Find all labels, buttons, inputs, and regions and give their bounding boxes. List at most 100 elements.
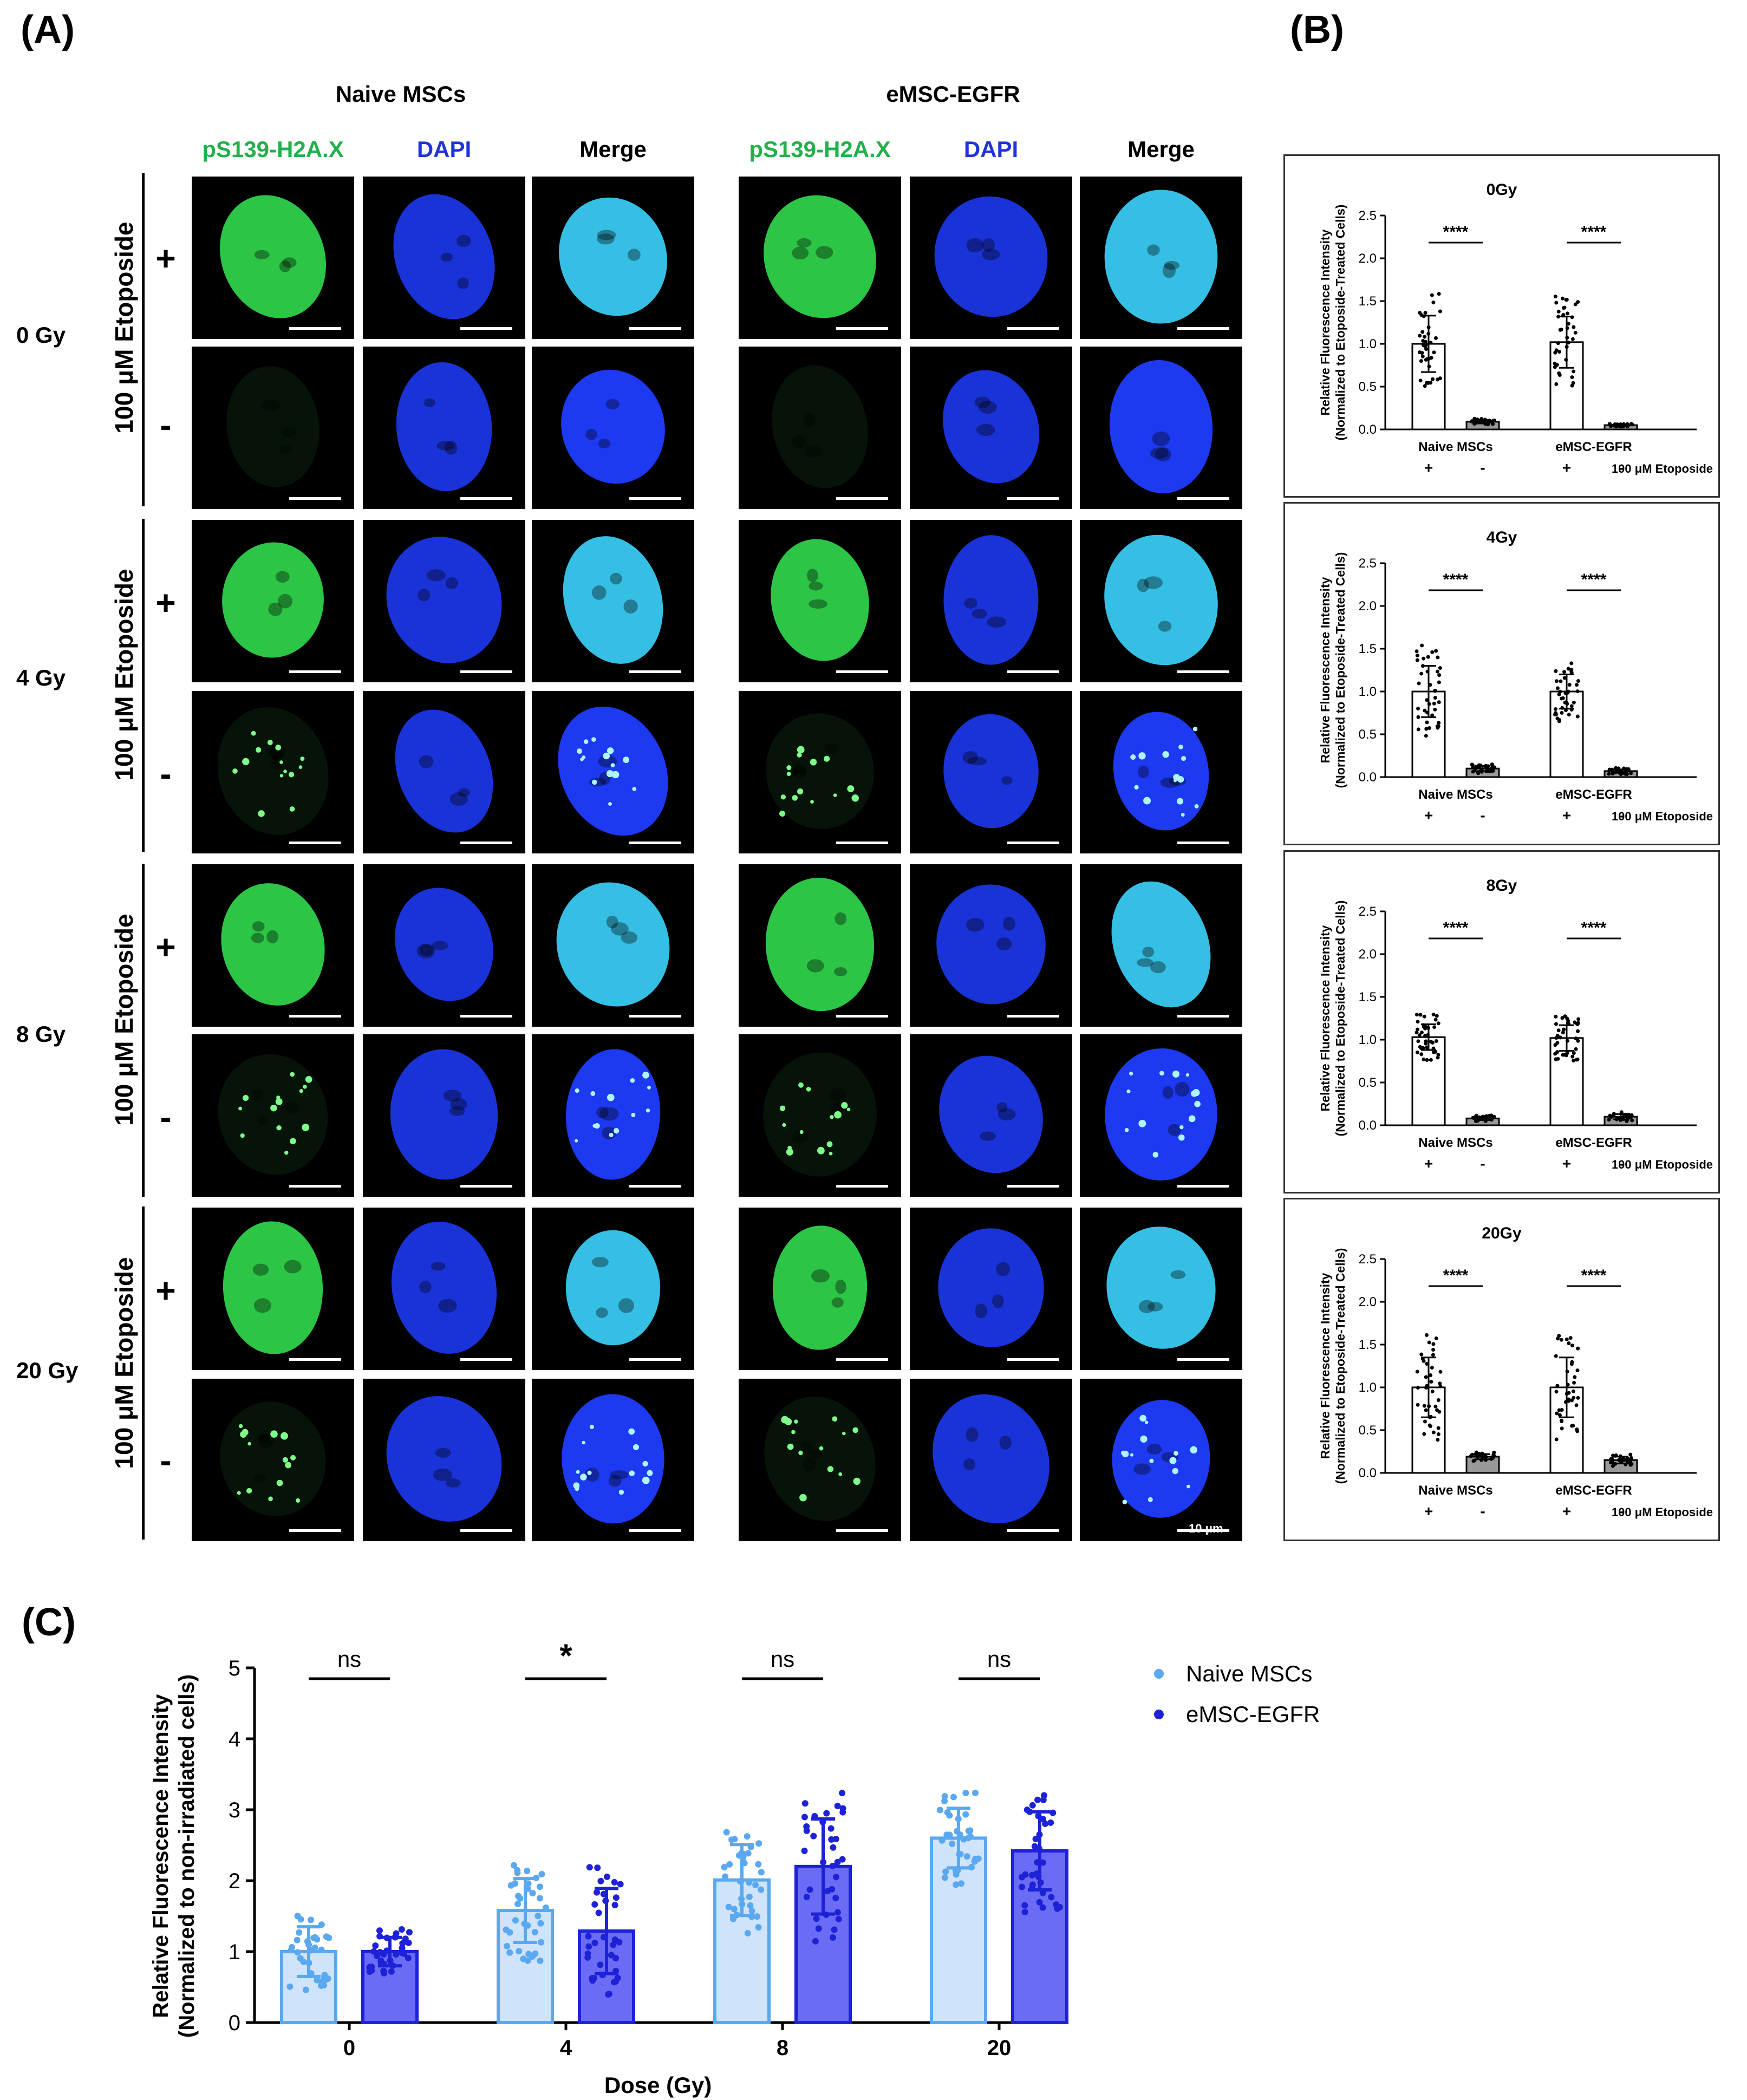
nucleolus xyxy=(966,1427,979,1442)
micrograph-tile xyxy=(363,177,525,339)
data-point xyxy=(1575,1429,1580,1433)
nucleolus xyxy=(804,445,822,458)
data-point xyxy=(834,1803,841,1810)
y-tick-label: 0.0 xyxy=(1359,1466,1377,1481)
dna-damage-focus xyxy=(853,1477,861,1485)
nucleolus xyxy=(599,1107,619,1121)
dna-damage-focus xyxy=(798,1082,804,1088)
data-point xyxy=(1559,1338,1563,1342)
data-point xyxy=(1430,650,1435,654)
data-point xyxy=(1565,1337,1569,1341)
dna-damage-focus xyxy=(575,1088,579,1093)
data-point xyxy=(1554,1390,1559,1394)
data-point xyxy=(594,1864,601,1871)
data-point xyxy=(605,1991,612,1998)
data-point xyxy=(1572,369,1576,374)
micrograph-tile xyxy=(1080,691,1242,853)
data-point xyxy=(723,1829,730,1836)
significance-marker: **** xyxy=(1581,919,1607,937)
y-axis-label-line: (Normalized to non-irradiated cells) xyxy=(175,1674,199,2038)
micrograph-tile xyxy=(532,1379,694,1541)
dna-damage-focus xyxy=(1139,1414,1147,1422)
data-point xyxy=(591,1901,598,1908)
data-point xyxy=(376,1927,383,1934)
data-point xyxy=(1417,1033,1422,1038)
data-point xyxy=(538,1939,545,1946)
data-point xyxy=(529,1890,536,1897)
y-axis-label-line: Relative Fluorescence Intensity xyxy=(1318,1273,1332,1459)
dna-damage-focus xyxy=(642,1460,648,1467)
data-point xyxy=(1419,1031,1424,1035)
data-point xyxy=(591,1939,598,1946)
micrograph-tile xyxy=(739,1208,901,1370)
data-point xyxy=(1420,354,1425,358)
data-point xyxy=(1430,293,1434,297)
nucleus xyxy=(764,1397,876,1521)
significance-marker: ns xyxy=(771,1646,794,1672)
dna-damage-focus xyxy=(623,756,630,764)
data-point xyxy=(1422,1404,1426,1408)
data-point xyxy=(1566,322,1570,326)
nucleus-image xyxy=(386,537,502,663)
data-point xyxy=(1432,1025,1437,1029)
col-head-merge-emsc: Merge xyxy=(1127,136,1195,162)
col-head-h2ax-emsc: pS139-H2A.X xyxy=(749,136,891,162)
data-point xyxy=(1554,301,1559,305)
data-point xyxy=(1607,1118,1611,1122)
y-tick-label: 4 xyxy=(229,1727,240,1751)
data-point xyxy=(746,1893,753,1900)
dna-damage-focus xyxy=(642,1476,650,1484)
data-point xyxy=(1555,1411,1559,1416)
data-point xyxy=(1560,710,1564,715)
data-point xyxy=(1576,1395,1580,1400)
data-point xyxy=(1607,422,1612,426)
nucleus-image xyxy=(562,1394,664,1524)
data-point xyxy=(1562,676,1567,680)
data-point xyxy=(398,1926,405,1933)
data-point xyxy=(1422,1025,1426,1029)
nucleolus xyxy=(589,778,607,787)
nucleolus xyxy=(606,915,618,929)
nucleolus xyxy=(800,1440,813,1456)
data-point xyxy=(1437,700,1441,705)
data-point xyxy=(308,1916,315,1923)
dna-damage-focus xyxy=(1194,804,1199,808)
data-point xyxy=(1416,1386,1420,1390)
data-point xyxy=(1570,375,1574,380)
dna-damage-focus xyxy=(276,1479,283,1486)
data-point xyxy=(1431,1348,1436,1352)
chart-box-20gy: 20Gy 0.0 0.5 1.0 1.5 2.0 2.5 Relative Fluoresce… xyxy=(1283,1198,1720,1541)
data-point xyxy=(586,1864,593,1871)
dna-damage-focus xyxy=(642,1072,649,1079)
data-point xyxy=(1426,655,1430,659)
scale-bar xyxy=(289,842,341,844)
data-point xyxy=(1430,713,1435,718)
micrograph-tile xyxy=(192,1208,354,1370)
legend-marker xyxy=(1154,1710,1164,1719)
data-point xyxy=(1436,1438,1440,1442)
data-point xyxy=(1619,1110,1624,1114)
nucleus xyxy=(221,883,325,1006)
data-point xyxy=(1489,766,1494,771)
panel-label-c: (C) xyxy=(22,1601,76,1644)
data-point xyxy=(1561,306,1566,310)
nucleolus xyxy=(419,1280,432,1294)
nucleolus xyxy=(250,1089,263,1101)
dna-damage-focus xyxy=(610,1094,614,1098)
treatment-sign: + xyxy=(1562,1503,1571,1519)
dna-damage-focus xyxy=(290,1138,296,1145)
dna-damage-focus xyxy=(1126,1089,1131,1094)
data-point xyxy=(1575,1368,1580,1373)
data-point xyxy=(946,1812,953,1819)
dose-label-4gy: 4 Gy xyxy=(16,665,66,690)
legend-label: eMSC-EGFR xyxy=(1186,1701,1320,1727)
nucleolus xyxy=(284,1260,302,1274)
nucleus xyxy=(1105,1048,1217,1181)
nucleus-image xyxy=(1104,534,1218,666)
dna-damage-focus xyxy=(575,1486,579,1491)
dna-damage-focus xyxy=(613,1128,620,1134)
data-point xyxy=(612,1894,620,1901)
row-bracket-8gy xyxy=(142,864,145,1197)
y-axis-label-line: (Normalized to Etoposide-Treated Cells) xyxy=(1333,205,1347,441)
nucleus-image xyxy=(1113,712,1209,831)
